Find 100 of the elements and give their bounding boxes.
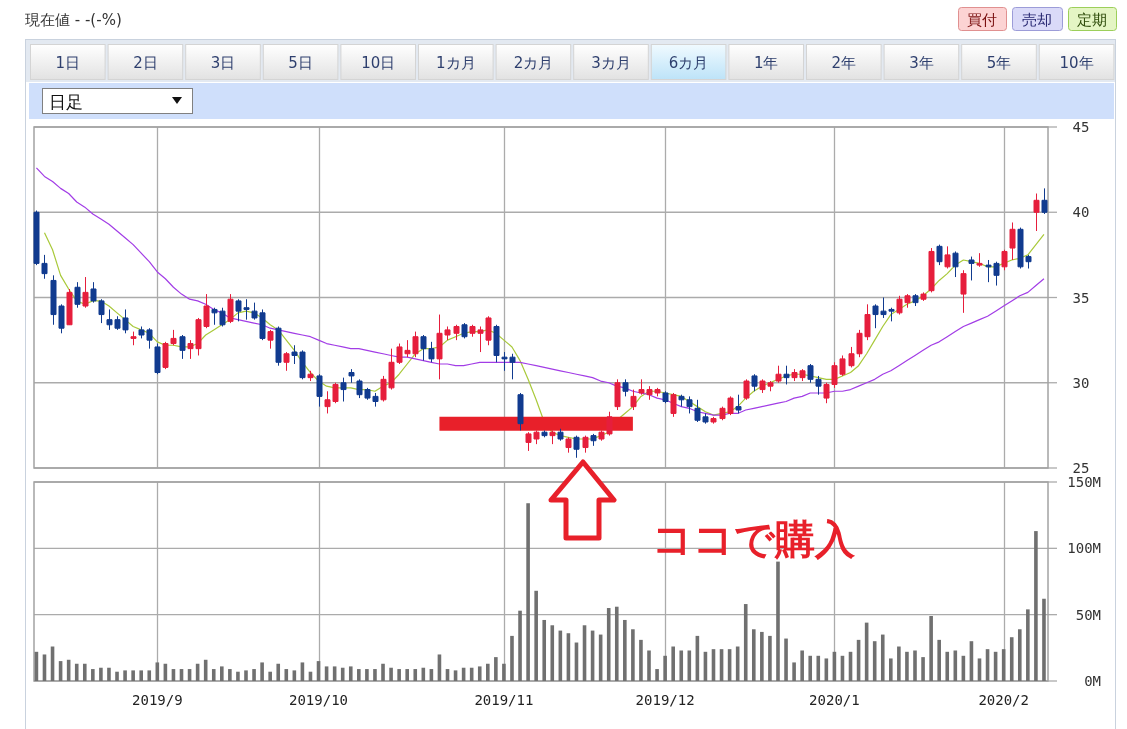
dropdown: 日足 [42,88,193,114]
bar [510,635,514,681]
candlestick [74,281,81,309]
bar [751,629,756,681]
candlestick [557,428,564,442]
bar [115,671,119,681]
candlestick [453,324,460,341]
bar [800,650,804,681]
bar [107,667,111,681]
bar [340,667,345,681]
candlestick [517,392,524,431]
candlestick [912,293,919,307]
y-tick-label: 100M [1067,540,1101,557]
bar [1034,531,1038,681]
bar [614,606,619,681]
tab: 2日 [107,44,184,80]
candlestick [549,429,556,445]
candlestick [743,378,750,401]
bar [518,610,522,681]
candlestick [82,276,89,309]
candlestick [751,373,758,392]
bar [743,604,748,681]
bar [945,651,950,681]
bar [872,641,877,681]
tab: 1カ月 [418,44,494,80]
tab: 3日 [185,44,261,80]
candlestick [1033,193,1040,232]
candlestick [630,389,637,411]
bar [365,669,369,681]
bar [534,590,538,681]
tab: 3年 [883,44,960,80]
bar [268,671,272,681]
candlestick [662,390,669,404]
bar [889,658,893,681]
button: 買付 [958,7,1007,31]
candlestick [66,288,73,326]
candlestick [670,392,677,418]
y-tick-label: 0M [1084,673,1101,689]
candlestick [1041,187,1048,215]
bar [147,670,152,681]
button: 定期 [1068,7,1117,31]
bar [244,670,248,681]
tab: 2カ月 [495,44,572,80]
bar [816,655,821,681]
bar [405,669,409,681]
bar [1042,598,1046,681]
tab: 5日 [262,44,339,80]
candlestick [1001,249,1008,271]
bar [679,650,684,681]
candlestick [944,245,951,270]
candlestick [154,343,161,375]
bar [236,671,240,681]
candlestick [590,433,597,447]
candlestick [461,322,468,339]
bar [82,663,87,681]
candlestick [573,435,580,459]
candlestick [275,325,282,367]
bar [897,646,901,681]
bar [655,669,659,681]
bar [131,670,135,681]
candlestick [565,436,572,454]
bar [348,666,353,681]
tab: 1日 [30,44,106,80]
candlestick [976,252,983,268]
bar [486,663,490,681]
y-tick-label: 150M [1067,474,1101,490]
tab: 10日 [340,44,416,80]
candlestick [952,250,959,278]
bar [91,669,95,681]
candlestick [493,324,500,363]
y-tick-label: 50M [1075,606,1101,623]
bar [542,619,547,681]
bar [494,657,498,681]
line-series [43,232,1045,440]
candlestick [283,351,290,372]
tab: 2年 [806,44,882,80]
bar [1009,637,1014,681]
bar [1026,609,1030,681]
bar [639,639,643,681]
bar [768,635,772,681]
bar [921,657,925,681]
candlestick [960,269,967,314]
bar [284,669,289,681]
bar [663,655,667,681]
x-tick-label: 2019/12 [635,692,695,708]
annotation: ココで購入 [652,516,856,562]
tab: 5年 [961,44,1037,80]
bar [397,669,401,681]
bar [671,646,675,681]
bar [526,503,530,681]
y-tick-label: 25 [1072,460,1090,476]
bar [123,670,127,681]
candlestick [614,378,621,411]
bar [937,639,941,681]
bar [413,669,418,681]
candlestick [348,368,355,384]
bar [252,669,256,681]
candlestick [307,370,314,382]
candlestick [541,429,548,438]
x-tick-label: 2020/2 [978,692,1029,708]
